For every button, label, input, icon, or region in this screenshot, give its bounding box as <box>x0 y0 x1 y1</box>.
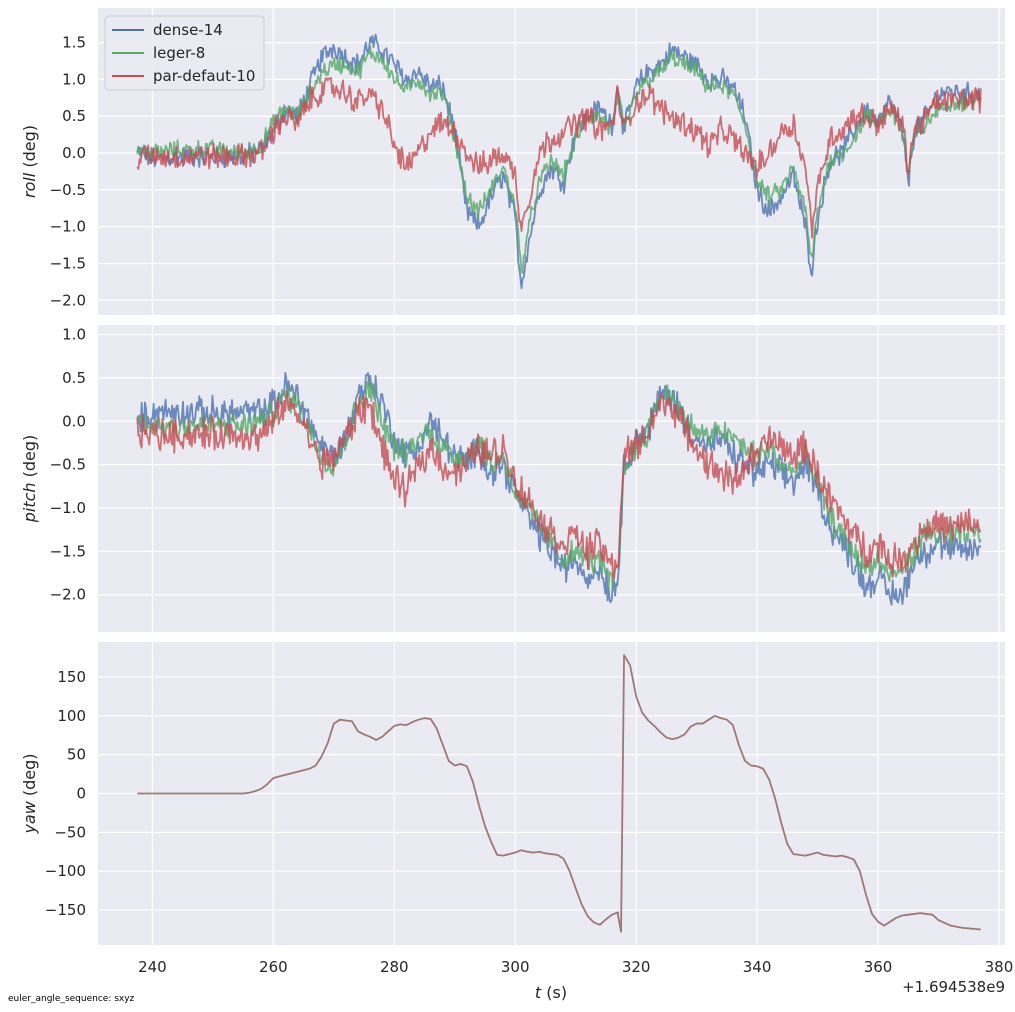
y-tick-label: 0.5 <box>62 107 86 125</box>
y-tick-label: −50 <box>54 823 86 841</box>
roll-y-label-var: roll <box>20 172 39 198</box>
y-tick-label: 0.0 <box>62 412 86 430</box>
pitch-panel: −2.0 −1.5 −1.0 −0.5 0.0 0.5 1.0 pitch (deg) <box>20 325 1005 632</box>
x-tick-label: 340 <box>743 958 772 976</box>
yaw-series <box>137 654 981 933</box>
legend-label-par-defaut-10: par-defaut-10 <box>153 67 255 85</box>
y-tick-label: 150 <box>57 668 86 686</box>
y-tick-label: −1.5 <box>50 542 86 560</box>
yaw-panel: −150 −100 −50 0 50 100 150 240 260 280 300 320 340 3… <box>20 642 1013 976</box>
y-tick-label: 1.0 <box>62 326 86 344</box>
x-tick-label: 260 <box>259 958 288 976</box>
legend: dense-14 leger-8 par-defaut-10 <box>104 15 265 91</box>
roll-series <box>136 33 982 290</box>
y-tick-label: −150 <box>45 901 86 919</box>
y-tick-label: −1.0 <box>50 218 86 236</box>
pitch-y-ticks: −2.0 −1.5 −1.0 −0.5 0.0 0.5 1.0 <box>50 326 86 604</box>
series-line-leger-8 <box>136 45 982 274</box>
series-line-dense-14 <box>137 654 981 933</box>
y-tick-label: −2.0 <box>50 586 86 604</box>
y-tick-label: −1.5 <box>50 254 86 272</box>
y-tick-label: −0.5 <box>50 181 86 199</box>
y-tick-label: 50 <box>67 746 86 764</box>
pitch-plot-area <box>98 325 1005 632</box>
pitch-y-label-var: pitch <box>20 482 39 523</box>
legend-label-dense-14: dense-14 <box>153 21 223 39</box>
y-tick-label: 0.0 <box>62 144 86 162</box>
yaw-x-ticks: 240 260 280 300 320 340 360 380 <box>138 958 1013 976</box>
y-tick-label: 100 <box>57 707 86 725</box>
yaw-y-axis-label: yaw (deg) <box>20 753 39 834</box>
roll-y-ticks: −2.0 −1.5 −1.0 −0.5 0.0 0.5 1.0 1.5 <box>50 34 86 310</box>
x-tick-label: 240 <box>138 958 167 976</box>
pitch-series <box>136 371 982 606</box>
legend-label-leger-8: leger-8 <box>153 44 205 62</box>
x-tick-label: 380 <box>985 958 1014 976</box>
x-label-unit: (s) <box>541 983 567 1002</box>
x-tick-label: 320 <box>622 958 651 976</box>
y-tick-label: −0.5 <box>50 456 86 474</box>
yaw-y-label-var: yaw <box>20 800 39 834</box>
y-tick-label: 1.0 <box>62 70 86 88</box>
yaw-y-ticks: −150 −100 −50 0 50 100 150 <box>45 668 86 919</box>
y-tick-label: 0.5 <box>62 369 86 387</box>
yaw-y-label-unit: (deg) <box>20 753 39 801</box>
y-tick-label: −1.0 <box>50 499 86 517</box>
series-line-par-defaut-10 <box>136 390 982 580</box>
pitch-y-axis-label: pitch (deg) <box>20 435 39 524</box>
y-tick-label: −2.0 <box>50 291 86 309</box>
footnote: euler_angle_sequence: sxyz <box>8 994 135 1004</box>
x-tick-label: 360 <box>864 958 893 976</box>
roll-y-label-unit: (deg) <box>20 125 39 173</box>
roll-panel: −2.0−1.5−1.0−0.50.00.51.01.5 roll (deg) … <box>20 8 1005 315</box>
x-axis-label: t (s) <box>535 983 567 1002</box>
series-line-par-defaut-10 <box>136 77 982 239</box>
legend-frame <box>104 15 265 91</box>
y-tick-label: −100 <box>45 862 86 880</box>
roll-y-axis-label: roll (deg) <box>20 125 39 198</box>
x-label-var: t <box>535 983 542 1002</box>
x-tick-label: 300 <box>501 958 530 976</box>
y-tick-label: 0 <box>76 785 86 803</box>
pitch-y-label-unit: (deg) <box>20 435 39 483</box>
x-tick-label: 280 <box>380 958 409 976</box>
y-tick-label: 1.5 <box>62 34 86 52</box>
x-offset-label: +1.694538e9 <box>902 978 1005 996</box>
